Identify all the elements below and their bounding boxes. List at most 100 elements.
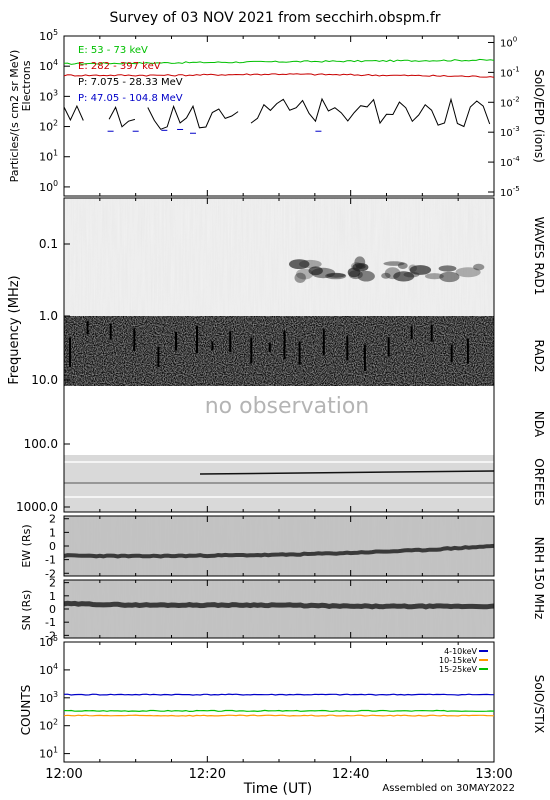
rad1-burst [325,272,347,280]
radio-tick-label: 100.0 [24,437,58,451]
epd-series-group [63,58,495,134]
nrh-sn-tick-label: 2 [49,577,56,590]
nrh-ew-ylabel: EW (Rs) [20,524,33,567]
rad2-vertical-features [69,321,469,371]
epd-tick-labels: 100 10-5 101 10-4 102 10-3 103 10-2 104 10-1 105 10… [39,28,520,199]
stix-series-line [63,709,495,713]
rad1-burst [308,266,323,276]
stix-legend-item: 4-10keV [444,647,477,656]
rad1-burst [355,264,366,269]
stix-tick-label: 105 [39,634,58,649]
stix-tick-label: 104 [39,662,58,677]
radio-ylabel: Frequency (MHz) [7,275,22,384]
stix-tick-label: 102 [39,718,58,733]
nrh-sn-ylabel: SN (Rs) [20,590,33,631]
time-axis-label: Time (UT) [243,781,312,797]
rad1-burst [383,261,405,266]
label-nda: NDA [532,411,546,438]
stix-tick-label: 101 [39,746,58,761]
label-orfees: ORFEES [532,458,546,505]
stix-right-label: SolO/STIX [532,675,546,734]
nrh-ew-panel: 210-1-2 EW (Rs) [20,513,495,580]
stix-tick-label: 103 [39,690,58,705]
nrh-ew-ticks: 210-1-2 [45,513,69,580]
nrh-ew-tick-label: 2 [49,513,56,526]
rad1-burst [381,272,391,279]
epd-right-tick-label: 10-4 [500,155,520,169]
epd-left-tick-label: 103 [39,88,58,103]
epd-left-tick-label: 102 [39,119,58,134]
stix-legend-item: 15-25keV [439,665,478,674]
epd-right-tick-label: 10-1 [500,65,520,79]
radio-tick-label: 10.0 [31,373,58,387]
epd-left-tick-label: 101 [39,149,58,164]
rad1-burst [439,271,460,283]
rad2-noise [64,316,494,386]
figure-title: Survey of 03 NOV 2021 from secchirh.obsp… [109,10,440,26]
stix-series-line [63,714,495,717]
time-tick-label: 12:20 [189,767,226,782]
epd-right-tick-label: 10-2 [500,95,520,109]
epd-legend-item: E: 282 - 397 keV [78,61,161,72]
radio-tick-labels: 0.1 1.0 10.0 100.0 1000.0 [16,237,70,514]
epd-legend: E: 53 - 73 keV E: 282 - 397 keV P: 7.075 -… [78,45,183,104]
time-axis: 12:00 12:20 12:40 13:00 [45,36,513,782]
epd-legend-item: E: 53 - 73 keV [78,45,148,56]
epd-right-label: SolO/EPD (ions) [532,69,546,163]
radio-panel: no observation 0.1 1.0 10.0 100.0 1000.0 Fre… [7,197,546,514]
label-rad2: RAD2 [532,340,546,373]
nrh-sn-source-track [63,600,495,610]
stix-series-line [63,693,494,696]
nrh-sn-tick-label: -1 [45,616,56,629]
stix-tick-labels: 101 102 103 104 105 [39,634,70,761]
stix-legend-item: 10-15keV [439,656,478,665]
nrh-sn-tick-label: -2 [45,629,56,642]
rad1-burst [397,262,408,270]
epd-series-line [63,73,495,78]
epd-frame [63,35,495,197]
epd-right-tick-label: 10-3 [500,125,520,139]
epd-legend-item: P: 7.075 - 28.33 MeV [78,77,183,88]
nrh-sn-tick-label: 0 [49,603,56,616]
epd-ylabel-electrons: Electrons [20,60,33,111]
rad1-burst [455,267,481,278]
epd-legend-item: P: 47.05 - 104.8 MeV [78,93,183,104]
label-waves-rad1: WAVES RAD1 [532,217,546,296]
epd-right-tick-label: 100 [500,35,517,49]
orfees-lines [64,461,495,498]
nrh-ew-source-track [63,543,495,559]
time-tick-label: 13:00 [475,767,512,782]
stix-series-group [63,693,495,717]
time-tick-label: 12:00 [45,767,82,782]
rad1-burst [425,273,444,280]
nrh-ew-tick-label: 1 [49,526,56,539]
rad1-burst [294,272,306,283]
rad1-burst [350,262,363,271]
nrh-ew-texture [64,516,494,576]
nrh-sn-texture [64,580,494,638]
orfees-emission-line [199,470,495,475]
nrh-ew-tick-label: 0 [49,540,56,553]
epd-left-tick-label: 104 [39,58,58,73]
rad1-burst [408,264,417,272]
nrh-sn-ticks: 210-1-2 [45,577,69,642]
epd-series-line [63,97,491,130]
rad1-burst [438,265,457,272]
stix-frame [63,641,495,763]
radio-tick-label: 1.0 [39,309,58,323]
nrh-ew-tick-label: -2 [45,567,56,580]
rad1-burst [347,267,361,278]
radio-tick-label: 0.1 [39,237,58,251]
rad1-burst [384,267,401,280]
nrh-sn-tick-label: 1 [49,590,56,603]
nrh-sn-panel: 210-1-2 SN (Rs) NRH 150 MHz [20,537,546,643]
rad1-bursts [289,256,485,283]
nrh-ew-tick-label: -1 [45,554,56,567]
rad1-burst [393,271,415,282]
epd-right-tick-label: 10-5 [500,185,520,199]
epd-ylabel: Particles/(s cm2 sr MeV) [8,50,21,183]
rad1-burst [289,259,310,269]
